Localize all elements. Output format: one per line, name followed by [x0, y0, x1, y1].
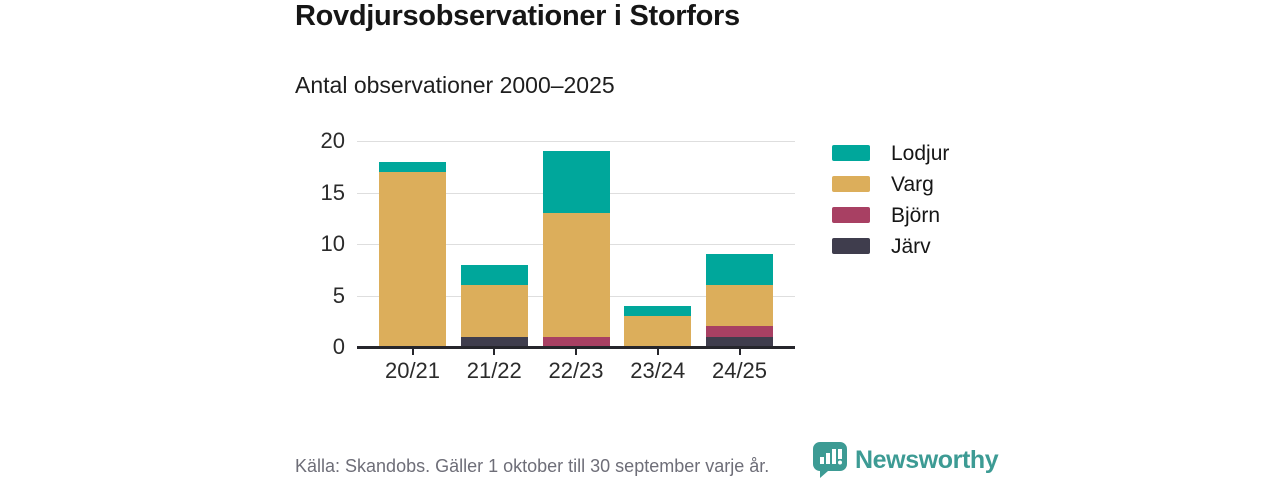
- bar-segment-Varg: [542, 213, 610, 337]
- bar-segment-Lodjur: [624, 305, 692, 317]
- legend-swatch: [832, 238, 870, 254]
- legend-item-Björn: Björn: [832, 204, 949, 226]
- source-note: Källa: Skandobs. Gäller 1 oktober till 3…: [295, 456, 770, 476]
- x-tick-mark: [493, 348, 496, 355]
- y-axis-labels: 0 5 10 15 20: [245, 130, 345, 358]
- x-axis-line: [357, 346, 795, 349]
- x-tick: [543, 348, 610, 356]
- legend-item-Varg: Varg: [832, 173, 949, 195]
- bar-segment-Varg: [460, 285, 528, 337]
- chart-title: Rovdjursobservationer i Storfors: [295, 0, 740, 32]
- bar-segment-Björn: [542, 336, 610, 347]
- x-tick-label: 23/24: [630, 358, 686, 383]
- newsworthy-logo[interactable]: Newsworthy: [813, 442, 999, 478]
- bar-segment-Varg: [624, 316, 692, 347]
- bar-24/25: [706, 254, 773, 347]
- legend-label: Varg: [891, 172, 934, 196]
- legend-swatch: [832, 145, 870, 161]
- x-tick: [624, 348, 691, 356]
- bar-segment-Järv: [706, 336, 773, 347]
- x-tick-mark: [656, 348, 659, 355]
- legend-label: Björn: [891, 203, 941, 227]
- brand-name: Newsworthy: [855, 445, 999, 474]
- plot-area: [357, 141, 795, 349]
- bar-segment-Järv: [460, 336, 528, 347]
- x-tick: [379, 348, 446, 356]
- legend-swatch: [832, 176, 870, 192]
- bar-segment-Lodjur: [460, 264, 528, 286]
- legend-label: Lodjur: [891, 141, 950, 165]
- bar-segment-Björn: [706, 326, 773, 337]
- bar-23/24: [624, 305, 692, 347]
- bar-21/22: [460, 264, 528, 347]
- bar-segment-Varg: [379, 171, 446, 347]
- chart-subtitle: Antal observationer 2000–2025: [295, 72, 615, 98]
- x-tick: [706, 348, 773, 356]
- legend: Lodjur Varg Björn Järv: [832, 142, 949, 266]
- x-axis-ticks: [357, 348, 795, 356]
- legend-swatch: [832, 207, 870, 223]
- x-tick: [461, 348, 528, 356]
- gridline-20: [357, 141, 795, 142]
- x-tick-mark: [575, 348, 577, 355]
- x-tick-label: 24/25: [711, 358, 768, 383]
- bar-segment-Lodjur: [706, 254, 773, 286]
- y-tick-label: 5: [332, 282, 345, 308]
- y-tick-label: 20: [320, 128, 345, 153]
- bars-container: [357, 141, 795, 347]
- bar-segment-Lodjur: [542, 151, 610, 214]
- x-tick-mark: [411, 348, 414, 355]
- bar-segment-Lodjur: [379, 161, 446, 172]
- y-tick-label: 0: [332, 334, 345, 359]
- x-axis-labels: 20/21 21/22 22/23 23/24 24/25: [357, 358, 795, 384]
- legend-item-Järv: Järv: [832, 235, 949, 257]
- legend-item-Lodjur: Lodjur: [832, 142, 949, 164]
- legend-label: Järv: [891, 234, 931, 258]
- x-tick-label: 20/21: [384, 358, 441, 383]
- newsworthy-icon: [813, 442, 847, 478]
- x-tick-mark: [738, 348, 741, 355]
- bar-segment-Varg: [706, 285, 773, 327]
- y-tick-label: 10: [320, 231, 345, 256]
- bar-20/21: [379, 161, 446, 347]
- x-tick-label: 21/22: [466, 358, 522, 383]
- bar-22/23: [542, 151, 610, 347]
- y-tick-label: 15: [320, 179, 345, 205]
- x-tick-label: 22/23: [548, 358, 604, 383]
